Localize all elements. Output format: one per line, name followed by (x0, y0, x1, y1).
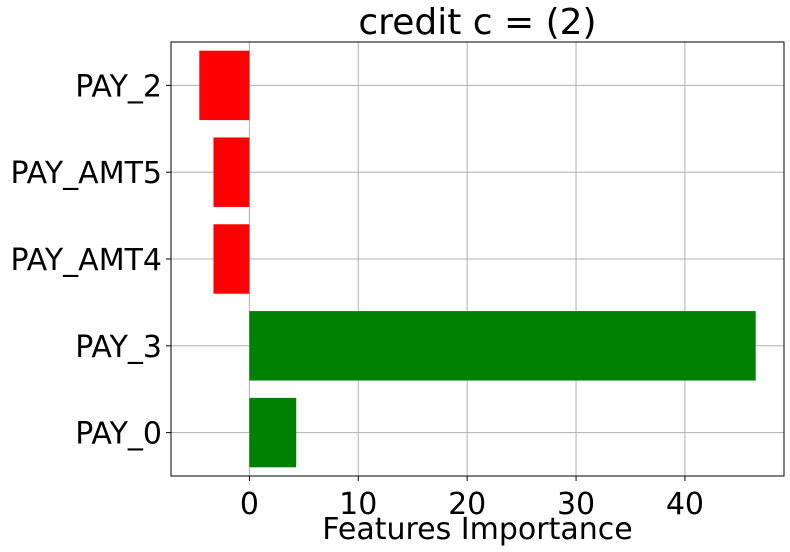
y-tick-label: PAY_0 (75, 417, 162, 452)
x-tick-label: 10 (339, 487, 377, 522)
y-tick-labels: PAY_0 PAY_3 PAY_AMT4 PAY_AMT5 PAY_2 (10, 69, 171, 452)
y-tick-label: PAY_3 (75, 330, 162, 365)
x-tick-label: 0 (240, 487, 259, 522)
bar-pay-0 (249, 397, 297, 468)
y-tick-label: PAY_2 (75, 69, 162, 104)
x-axis-label: Features Importance (322, 512, 632, 547)
bars (199, 50, 756, 468)
bar-pay-amt4 (213, 224, 250, 294)
y-tick-label: PAY_AMT5 (10, 156, 162, 191)
y-tick-label: PAY_AMT4 (10, 243, 162, 278)
bar-pay-amt5 (213, 137, 250, 207)
bar-pay-3 (249, 311, 756, 381)
chart-title: credit c = (2) (358, 2, 596, 43)
x-tick-label: 20 (448, 487, 486, 522)
bar-pay-2 (199, 50, 250, 121)
x-tick-label: 30 (557, 487, 595, 522)
x-tick-label: 40 (666, 487, 704, 522)
x-tick-labels: 0 10 20 30 40 (240, 476, 704, 522)
